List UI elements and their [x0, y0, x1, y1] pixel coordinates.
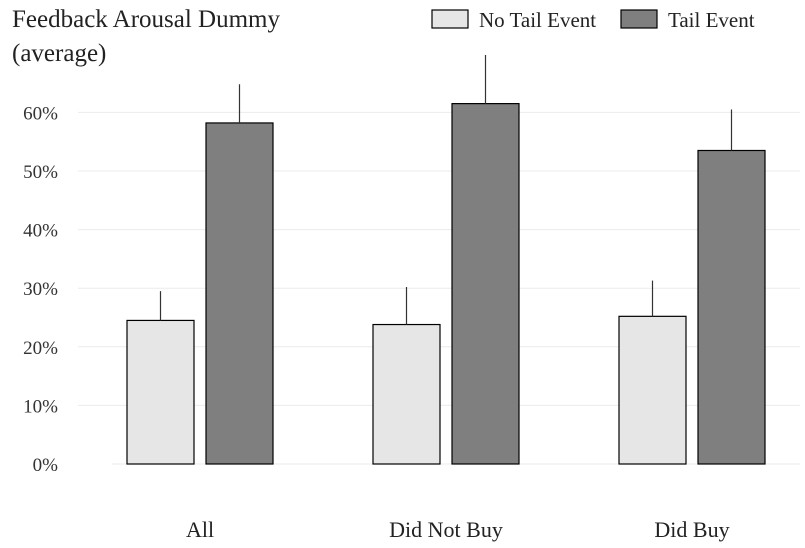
y-tick-label: 60% — [23, 103, 58, 124]
y-tick-label: 20% — [23, 338, 58, 359]
chart-title-line-1: Feedback Arousal Dummy — [12, 6, 281, 33]
y-tick-label: 0% — [33, 455, 59, 476]
x-tick-label: Did Buy — [654, 517, 729, 542]
bar — [372, 323, 441, 465]
y-tick-label: 50% — [23, 162, 58, 183]
chart-title-line-2: (average) — [12, 40, 107, 67]
bar — [697, 149, 766, 465]
bar — [451, 103, 520, 465]
legend-swatch — [620, 9, 658, 29]
legend-swatch — [431, 9, 469, 29]
bar — [205, 122, 274, 465]
bar — [126, 319, 195, 465]
y-tick-label: 40% — [23, 221, 58, 242]
y-tick-label: 10% — [23, 396, 58, 417]
y-tick-label: 30% — [23, 279, 58, 300]
legend-label: Tail Event — [668, 8, 755, 32]
x-tick-label: All — [186, 517, 214, 542]
x-tick-label: Did Not Buy — [389, 517, 503, 542]
legend-label: No Tail Event — [479, 8, 596, 32]
bar — [618, 315, 687, 465]
